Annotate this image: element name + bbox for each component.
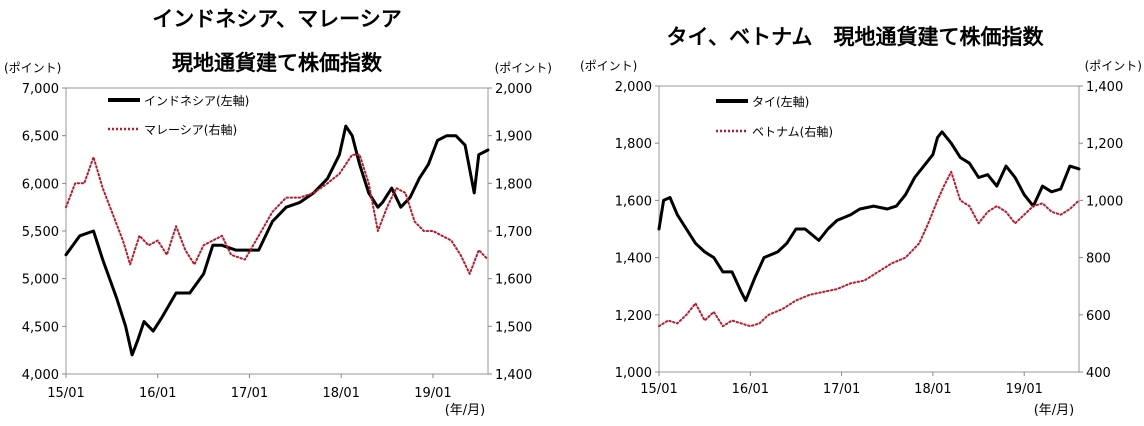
chart2-right-tick-label: 800 xyxy=(1086,252,1111,267)
chart2-x-tick-label: 18/01 xyxy=(914,382,951,397)
chart-indonesia-malaysia: インドネシア、マレーシア 現地通貨建て株価指数 (ポイント) (ポイント) 4,… xyxy=(4,7,552,418)
chart2-right-tick-label: 1,200 xyxy=(1086,137,1123,152)
chart2-left-tick-label: 1,000 xyxy=(615,366,652,381)
chart1-right-tick-label: 1,400 xyxy=(495,368,532,383)
chart1-x-tick-label: 19/01 xyxy=(414,386,451,401)
chart1-title-line2: 現地通貨建て株価指数 xyxy=(172,51,383,75)
chart2-series-line-b xyxy=(658,170,1080,328)
chart2-x-tick-label: 16/01 xyxy=(732,382,769,397)
chart1-x-unit: (年/月) xyxy=(445,403,486,418)
chart1-right-unit: (ポイント) xyxy=(495,61,552,75)
chart1-x-tick-label: 18/01 xyxy=(322,386,359,401)
chart2-left-tick-label: 1,600 xyxy=(615,194,652,209)
chart2-x-tick-label: 15/01 xyxy=(640,382,677,397)
chart1-left-tick-label: 5,000 xyxy=(22,273,59,288)
chart1-left-tick-label: 5,500 xyxy=(22,225,59,240)
chart1-right-tick-label: 1,600 xyxy=(495,273,532,288)
chart1-left-unit: (ポイント) xyxy=(4,61,61,75)
chart2-left-tick-label: 1,800 xyxy=(615,137,652,152)
chart2-right-tick-label: 400 xyxy=(1086,366,1111,381)
chart2-left-tick-label: 2,000 xyxy=(615,80,652,95)
chart1-right-tick-label: 2,000 xyxy=(495,82,532,97)
chart2-left-tick-label: 1,400 xyxy=(615,252,652,267)
chart1-x-tick-label: 17/01 xyxy=(231,386,268,401)
chart2-series-line-a xyxy=(657,130,1081,302)
chart1-left-tick-label: 6,000 xyxy=(22,177,59,192)
chart1-legend: インドネシア(左軸) マレーシア(右軸) xyxy=(108,93,249,137)
chart1-right-tick-label: 1,700 xyxy=(495,225,532,240)
chart2-plot-area xyxy=(658,85,1080,373)
chart1-series-line-b xyxy=(65,153,489,275)
chart1-right-tick-label: 1,800 xyxy=(495,177,532,192)
chart1-x-tick-label: 15/01 xyxy=(47,386,84,401)
chart2-right-tick-label: 1,000 xyxy=(1086,194,1123,209)
chart1-right-tick-label: 1,500 xyxy=(495,320,532,335)
chart1-left-tick-label: 6,500 xyxy=(22,130,59,145)
chart-thailand-vietnam: タイ、ベトナム 現地通貨建て株価指数 (ポイント) (ポイント) 1,000 1,… xyxy=(580,25,1142,418)
chart2-x-tick-label: 17/01 xyxy=(823,382,860,397)
chart2-x-tick-label: 19/01 xyxy=(1005,382,1042,397)
chart2-title: タイ、ベトナム 現地通貨建て株価指数 xyxy=(667,25,1045,49)
chart2-legend-label-vietnam: ベトナム(右軸) xyxy=(752,124,833,139)
chart1-legend-label-malaysia: マレーシア(右軸) xyxy=(144,122,237,137)
chart2-right-tick-label: 600 xyxy=(1086,309,1111,324)
chart1-left-tick-label: 4,000 xyxy=(22,368,59,383)
chart2-right-unit: (ポイント) xyxy=(1085,59,1142,73)
chart1-legend-label-indonesia: インドネシア(左軸) xyxy=(144,93,249,108)
chart1-left-tick-label: 7,000 xyxy=(22,82,59,97)
chart2-left-tick-label: 1,200 xyxy=(615,309,652,324)
chart2-legend: タイ(左軸) ベトナム(右軸) xyxy=(716,94,833,139)
chart2-left-unit: (ポイント) xyxy=(580,59,637,73)
chart1-x-tick-label: 16/01 xyxy=(139,386,176,401)
chart1-left-tick-label: 4,500 xyxy=(22,320,59,335)
chart2-legend-label-thailand: タイ(左軸) xyxy=(752,94,809,109)
chart2-right-tick-label: 1,400 xyxy=(1086,80,1123,95)
chart1-right-tick-label: 1,900 xyxy=(495,130,532,145)
chart2-x-unit: (年/月) xyxy=(1034,403,1075,418)
chart1-series-line-a xyxy=(64,124,490,357)
chart1-title-line1: インドネシア、マレーシア xyxy=(152,7,401,31)
